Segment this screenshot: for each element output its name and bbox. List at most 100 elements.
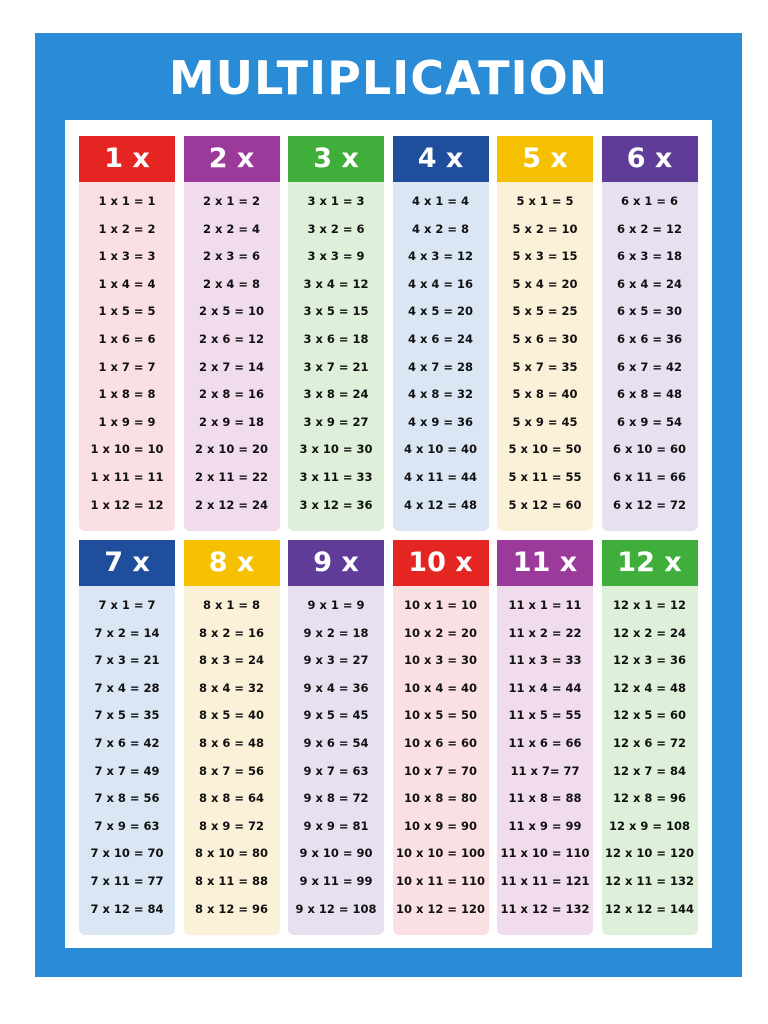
table-row: 3 x 2 = 6 — [307, 221, 365, 236]
table-row: 3 x 3 = 9 — [307, 249, 365, 264]
table-row: 4 x 7 = 28 — [407, 359, 474, 374]
table-row: 3 x 6 = 18 — [303, 332, 369, 346]
times-table: 8 x 8 x 1 = 8 8 x 2 = 16 8 x 3 = 24 8 x 4 = … — [183, 540, 280, 935]
table-row: 6 x 3 = 18 — [616, 249, 683, 264]
table-row: 11 x 4 = 44 — [508, 680, 582, 695]
times-table: 7 x 7 x 1 = 7 7 x 2 = 14 7 x 3 = 21 7 x 4 = … — [79, 540, 175, 935]
table-row: 2 x 5 = 10 — [198, 304, 265, 319]
table-row: 10 x 4 = 40 — [403, 680, 478, 695]
table-row: 11 x 11 = 121 — [500, 874, 590, 888]
table-row: 6 x 12 = 72 — [612, 497, 687, 512]
table-row: 11 x 7= 77 — [510, 763, 580, 778]
table-row: 1 x 3 = 3 — [98, 249, 156, 264]
table-row: 2 x 8 = 16 — [198, 387, 265, 402]
table-header: 4 x — [392, 136, 489, 182]
table-row: 7 x 10 = 70 — [90, 846, 164, 861]
table-row: 3 x 4 = 12 — [303, 276, 369, 291]
table-row: 12 x 2 = 24 — [612, 625, 687, 640]
table-row: 8 x 5 = 40 — [198, 708, 265, 723]
table-row: 10 x 6 = 60 — [403, 736, 478, 750]
table-header: 7 x — [79, 540, 175, 586]
table-row: 11 x 2 = 22 — [508, 625, 582, 640]
table-body: 2 x 1 = 2 2 x 2 = 4 2 x 3 = 6 2 x 4 = 8 2 x … — [183, 182, 280, 531]
table-row: 8 x 8 = 64 — [198, 791, 265, 806]
times-table: 10 x 10 x 1 = 10 10 x 2 = 20 10 x 3 = 30 10 … — [392, 540, 489, 935]
table-row: 7 x 11 = 77 — [90, 874, 164, 888]
table-row: 8 x 1 = 8 — [202, 598, 261, 612]
table-row: 7 x 6 = 42 — [94, 736, 160, 750]
table-row: 3 x 5 = 15 — [303, 304, 369, 319]
table-row: 7 x 5 = 35 — [94, 708, 160, 723]
table-row: 11 x 9 = 99 — [508, 818, 582, 833]
table-row: 6 x 5 = 30 — [616, 304, 683, 319]
table-row: 2 x 9 = 18 — [198, 414, 265, 429]
table-body: 7 x 1 = 7 7 x 2 = 14 7 x 3 = 21 7 x 4 = 28 7… — [79, 586, 175, 935]
table-header: 3 x — [288, 136, 384, 182]
table-row: 9 x 5 = 45 — [303, 708, 369, 723]
table-body: 6 x 1 = 6 6 x 2 = 12 6 x 3 = 18 6 x 4 = 24 6… — [601, 182, 698, 531]
table-row: 1 x 4 = 4 — [98, 276, 156, 291]
table-row: 11 x 12 = 132 — [500, 901, 590, 916]
table-row: 1 x 5 = 5 — [98, 304, 156, 319]
table-row: 9 x 4 = 36 — [303, 680, 369, 695]
table-row: 2 x 1 = 2 — [202, 194, 261, 208]
table-row: 11 x 1 = 11 — [508, 598, 582, 612]
table-row: 2 x 4 = 8 — [202, 276, 261, 291]
table-row: 10 x 5 = 50 — [403, 708, 478, 723]
table-row: 2 x 7 = 14 — [198, 359, 265, 374]
table-row: 7 x 9 = 63 — [94, 818, 160, 833]
table-row: 5 x 9 = 45 — [512, 414, 578, 429]
table-row: 3 x 8 = 24 — [303, 387, 369, 402]
table-row: 9 x 7 = 63 — [303, 763, 369, 778]
table-row: 3 x 9 = 27 — [303, 414, 369, 429]
table-row: 6 x 11 = 66 — [612, 470, 687, 484]
table-row: 7 x 7 = 49 — [94, 763, 160, 778]
table-body: 12 x 1 = 12 12 x 2 = 24 12 x 3 = 36 12 x 4 … — [601, 586, 698, 935]
table-body: 11 x 1 = 11 11 x 2 = 22 11 x 3 = 33 11 x 4 … — [497, 586, 593, 935]
table-row: 9 x 1 = 9 — [307, 598, 365, 612]
table-row: 12 x 10 = 120 — [604, 846, 695, 861]
table-row: 6 x 7 = 42 — [616, 359, 683, 374]
table-row: 3 x 12 = 36 — [299, 497, 373, 512]
table-header: 12 x — [601, 540, 698, 586]
times-table: 11 x 11 x 1 = 11 11 x 2 = 22 11 x 3 = 33 11 … — [497, 540, 593, 935]
table-row: 4 x 10 = 40 — [403, 442, 478, 457]
title: MULTIPLICATION — [168, 51, 609, 105]
table-row: 10 x 7 = 70 — [403, 763, 478, 778]
table-row: 4 x 3 = 12 — [407, 249, 474, 264]
table-row: 5 x 10 = 50 — [508, 442, 582, 457]
table-row: 7 x 8 = 56 — [94, 791, 160, 806]
table-row: 8 x 3 = 24 — [198, 653, 265, 668]
table-row: 12 x 1 = 12 — [612, 598, 687, 612]
table-row: 10 x 8 = 80 — [403, 791, 478, 806]
table-row: 10 x 9 = 90 — [403, 818, 478, 833]
table-header: 10 x — [392, 540, 489, 586]
table-row: 2 x 11 = 22 — [194, 470, 269, 484]
table-row: 9 x 3 = 27 — [303, 653, 369, 668]
table-row: 12 x 3 = 36 — [612, 653, 687, 668]
table-row: 3 x 1 = 3 — [307, 194, 365, 208]
table-row: 2 x 12 = 24 — [194, 497, 269, 512]
table-row: 9 x 12 = 108 — [295, 901, 377, 916]
table-header: 2 x — [183, 136, 280, 182]
table-row: 4 x 5 = 20 — [407, 304, 474, 319]
table-row: 8 x 6 = 48 — [198, 736, 265, 750]
table-header: 11 x — [497, 540, 593, 586]
table-body: 9 x 1 = 9 9 x 2 = 18 9 x 3 = 27 9 x 4 = 36 9… — [288, 586, 384, 935]
table-row: 1 x 1 = 1 — [98, 194, 156, 208]
table-row: 1 x 12 = 12 — [90, 497, 164, 512]
table-body: 1 x 1 = 1 1 x 2 = 2 1 x 3 = 3 1 x 4 = 4 1 x … — [79, 182, 175, 531]
table-header: 1 x — [79, 136, 175, 182]
table-row: 2 x 3 = 6 — [202, 249, 261, 264]
table-row: 12 x 8 = 96 — [612, 791, 687, 806]
table-row: 5 x 8 = 40 — [512, 387, 578, 402]
table-row: 4 x 4 = 16 — [407, 276, 474, 291]
table-row: 7 x 4 = 28 — [94, 680, 160, 695]
table-row: 12 x 5 = 60 — [612, 708, 687, 723]
table-row: 6 x 1 = 6 — [620, 194, 679, 208]
table-row: 6 x 6 = 36 — [616, 332, 683, 346]
table-row: 5 x 7 = 35 — [512, 359, 578, 374]
